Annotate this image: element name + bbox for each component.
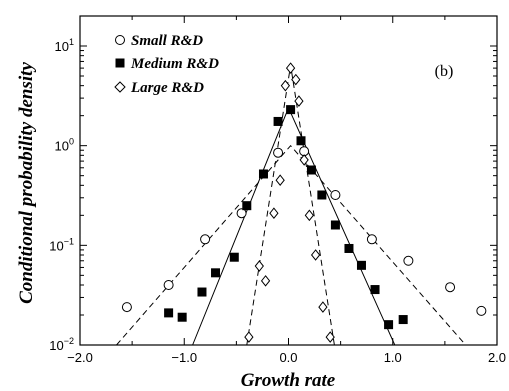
y-tick-label: 10−2 — [49, 336, 74, 353]
data-point-large — [291, 73, 301, 86]
panel-label: (b) — [435, 63, 454, 80]
y-tick-label: 101 — [55, 37, 74, 54]
data-point-medium — [286, 105, 296, 115]
legend-label-small: Small R&D — [131, 33, 203, 49]
data-point-large — [299, 154, 309, 166]
data-point-large — [304, 209, 314, 222]
data-point-large — [254, 260, 264, 272]
data-point-small — [121, 302, 132, 313]
data-point-medium — [164, 308, 174, 318]
y-tick-label: 10−1 — [49, 236, 74, 253]
data-point-medium — [344, 243, 354, 253]
data-point-small — [273, 147, 284, 158]
data-point-medium — [384, 320, 394, 330]
data-point-medium — [296, 136, 306, 146]
data-point-medium — [258, 169, 268, 179]
legend: Small R&D Medium R&D Large R&D — [114, 33, 219, 96]
data-point-medium — [370, 285, 380, 295]
data-point-medium — [330, 220, 340, 230]
y-tick-label: 100 — [55, 137, 74, 154]
x-tick-label: 2.0 — [488, 350, 506, 365]
data-point-medium — [242, 201, 252, 211]
data-point-large — [280, 79, 291, 92]
x-tick-label: 1.0 — [384, 350, 402, 365]
ticks: −2.0 −1.0 0.0 1.0 2.0 10−2 10−1 100 101 — [49, 15, 506, 365]
data-point-small — [476, 305, 487, 316]
data-point-large — [325, 331, 335, 343]
data-point-medium — [398, 315, 408, 325]
fit-line-0 — [116, 144, 467, 346]
data-point-medium — [211, 268, 221, 278]
data-point-medium — [356, 260, 366, 270]
x-tick-label: −2.0 — [67, 350, 93, 365]
data-point-large — [285, 62, 296, 74]
data-point-small — [163, 279, 174, 290]
legend-marker-large — [114, 81, 126, 93]
legend-marker-medium — [115, 58, 125, 68]
y-axis-title: Conditional probability density — [16, 62, 37, 304]
data-point-small — [236, 208, 247, 219]
legend-label-medium: Medium R&D — [130, 56, 219, 72]
data-point-medium — [317, 190, 327, 200]
data-point-medium — [197, 287, 207, 297]
data-point-small — [330, 189, 341, 200]
data-point-large — [310, 249, 321, 261]
legend-marker-small — [115, 35, 125, 45]
legend-label-large: Large R&D — [130, 80, 204, 96]
data-point-small — [200, 234, 211, 245]
data-point-medium — [177, 312, 187, 322]
data-point-medium — [273, 116, 283, 126]
data-point-medium — [306, 165, 316, 175]
data-point-large — [294, 95, 304, 107]
x-axis-title: Growth rate — [241, 370, 336, 391]
data-point-large — [244, 331, 254, 343]
fit-line-1 — [192, 106, 396, 346]
data-point-large — [318, 301, 328, 313]
data-point-small — [403, 255, 414, 266]
data-point-large — [269, 207, 279, 220]
data-point-small — [445, 282, 456, 293]
data-point-large — [260, 275, 271, 287]
data-point-small — [366, 234, 377, 245]
data-point-large — [275, 174, 285, 187]
data-points — [121, 62, 487, 343]
x-tick-label: 0.0 — [279, 350, 297, 365]
x-tick-label: −1.0 — [171, 350, 197, 365]
data-point-medium — [229, 252, 239, 262]
